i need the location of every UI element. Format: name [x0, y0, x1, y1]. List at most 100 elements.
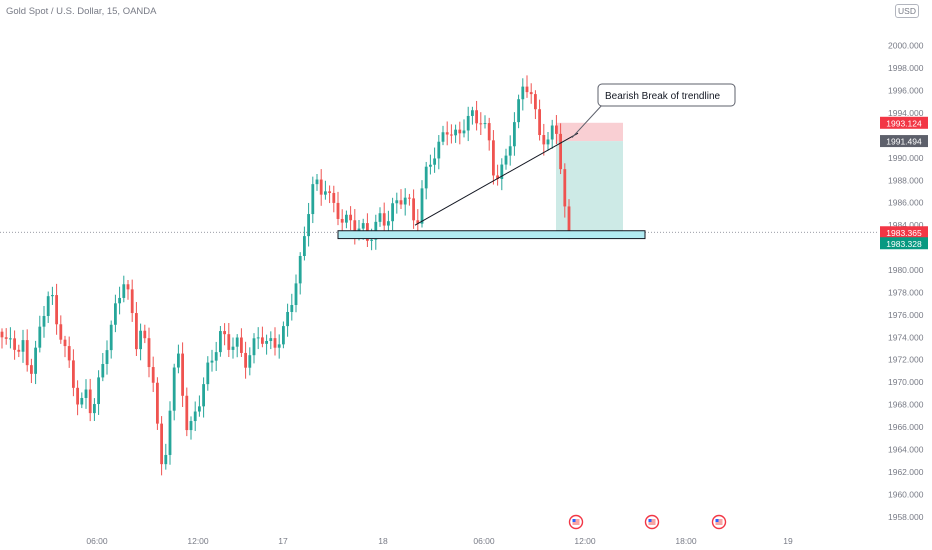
candle-body [30, 365, 33, 374]
candle-body [114, 303, 117, 325]
price-label-entry [880, 135, 928, 148]
candle-body [496, 175, 499, 179]
candle-body [378, 213, 382, 222]
annotation-callout[interactable]: Bearish Break of trendline [597, 83, 736, 107]
us-flag-icon [644, 514, 660, 530]
candle-body [437, 141, 441, 159]
candle-body [118, 297, 121, 304]
x-tick-label: 18 [378, 536, 388, 546]
candle-body [529, 92, 533, 95]
support-zone [337, 230, 646, 240]
candle-body [261, 337, 264, 344]
candle-body [105, 350, 109, 365]
candle-body [139, 330, 142, 350]
candle-body [143, 330, 147, 339]
candle-body [126, 284, 130, 290]
candle-body [51, 295, 54, 297]
candle-body [345, 214, 348, 223]
candle-body [567, 206, 571, 233]
candle-body [93, 404, 96, 414]
y-tick-label: 1996.000 [888, 86, 924, 96]
y-tick-label: 1974.000 [888, 332, 924, 342]
y-tick-label: 1976.000 [888, 310, 924, 320]
candle-body [550, 125, 554, 140]
us-flag-icon [568, 514, 584, 530]
candle-body [156, 382, 159, 424]
time-axis[interactable]: 06:00 12:00 17 18 06:00 12:00 18:00 19 [86, 536, 793, 546]
candle-body [109, 324, 113, 351]
candle-body [399, 200, 403, 205]
candle-body [504, 155, 508, 165]
stop-loss-zone [556, 122, 623, 142]
candle-body [395, 200, 399, 204]
candle-body [219, 331, 222, 353]
candle-body [38, 326, 42, 348]
candle-body [252, 338, 256, 356]
y-tick-label: 1978.000 [888, 287, 924, 297]
candle-body [546, 139, 550, 145]
candle-body [441, 132, 445, 142]
candle-body [198, 406, 201, 412]
candle-body [517, 99, 520, 123]
candle-body [492, 140, 495, 176]
callout-pointer [571, 103, 604, 138]
candle-body [286, 311, 289, 327]
symbol-title: Gold Spot / U.S. Dollar, 15, OANDA [6, 6, 157, 17]
candle-body [290, 305, 294, 312]
candle-body [4, 337, 8, 339]
candle-body [315, 179, 319, 185]
candle-body [319, 179, 323, 195]
candle-body [382, 213, 386, 226]
candle-body [277, 344, 281, 348]
candle-body [189, 421, 193, 431]
candle-body [97, 377, 100, 405]
candle-body [445, 132, 449, 135]
candle-body [147, 338, 151, 368]
candle-body [185, 395, 189, 431]
y-tick-label: 1960.000 [888, 489, 924, 499]
candle-body [80, 397, 84, 405]
candle-body [34, 347, 37, 374]
candle-body [231, 346, 235, 350]
candle-body [122, 284, 126, 298]
candle-body [206, 362, 210, 385]
candle-body [555, 125, 558, 134]
candle-body [534, 94, 537, 110]
x-tick-label: 12:00 [187, 536, 209, 546]
candle-body [181, 353, 184, 396]
candle-body [0, 331, 4, 338]
price-axis[interactable]: 1958.000 1960.000 1962.000 1964.000 1966.000… [888, 41, 924, 522]
candle-body [340, 218, 344, 223]
currency-button[interactable]: USD [895, 4, 919, 18]
event-markers[interactable] [568, 514, 727, 530]
candle-body [42, 315, 46, 327]
candles [0, 75, 571, 476]
x-tick-label: 19 [783, 536, 793, 546]
candle-body [487, 123, 491, 141]
y-tick-label: 1958.000 [888, 512, 924, 522]
candle-body [59, 324, 63, 340]
us-flag-icon [711, 514, 727, 530]
price-label-text: 1983.365 [886, 228, 922, 238]
take-profit-zone [556, 141, 623, 233]
candle-body [353, 220, 357, 235]
candle-body [424, 166, 428, 189]
candle-body [525, 86, 529, 93]
candle-body [193, 411, 197, 422]
candle-body [307, 214, 310, 237]
candle-body [483, 123, 487, 125]
candle-body [542, 135, 546, 145]
candle-body [513, 122, 516, 147]
candle-body [177, 353, 180, 368]
candle-body [63, 339, 67, 347]
candle-body [72, 360, 75, 388]
candle-body [135, 313, 138, 350]
candle-body [244, 352, 247, 368]
candle-body [46, 296, 50, 316]
candle-body [454, 129, 457, 136]
candle-body [420, 188, 424, 224]
candle-body [25, 340, 29, 366]
candle-body [408, 197, 411, 199]
